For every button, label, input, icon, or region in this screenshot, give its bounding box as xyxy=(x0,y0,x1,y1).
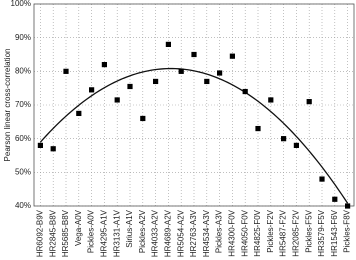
y-tick-label: 80% xyxy=(15,66,31,75)
point xyxy=(217,70,223,76)
y-tick-label: 50% xyxy=(15,167,31,176)
point xyxy=(127,83,133,90)
point xyxy=(153,78,159,85)
x-tick-label: HR4033-A2V xyxy=(151,209,160,257)
x-tick-label: HR4534-A3V xyxy=(202,209,211,257)
x-tick-label: HR3131-A1V xyxy=(112,209,121,257)
y-tick-label: 40% xyxy=(15,201,31,210)
point xyxy=(345,203,351,209)
point xyxy=(114,97,120,103)
x-tick-label: HR2845-B8V xyxy=(48,209,57,257)
point xyxy=(37,142,43,148)
point xyxy=(281,136,287,142)
x-tick-label: HR4050-F0V xyxy=(240,209,249,256)
point xyxy=(140,115,146,122)
x-tick-label: HR6092-B9V xyxy=(36,209,45,257)
x-tick-label: HR5685-B8V xyxy=(61,209,70,257)
point xyxy=(165,41,171,47)
x-tick-label: HR5487-F2V xyxy=(279,209,288,256)
point xyxy=(319,176,325,182)
x-tick-label: HR4300-F0V xyxy=(228,209,237,256)
plot-frame xyxy=(33,3,355,207)
x-tick-label: Vega-A0V xyxy=(74,209,83,246)
point xyxy=(306,99,312,105)
x-tick-label: Pickles-F2V xyxy=(266,209,275,252)
x-tick-label: HR2763-A3V xyxy=(189,209,198,257)
x-tick-label: HR4295-A1V xyxy=(100,209,109,257)
y-tick-label: 60% xyxy=(15,134,31,143)
x-tick-label: HR2085-F2V xyxy=(292,209,301,256)
point xyxy=(89,87,95,93)
point xyxy=(63,68,69,74)
point xyxy=(229,53,235,59)
x-tick-label: HR4825-F0V xyxy=(253,209,262,256)
trend-line xyxy=(39,67,349,204)
y-tick-label: 100% xyxy=(11,0,31,8)
point xyxy=(191,51,197,58)
x-tick-label: HR3579-F5V xyxy=(317,209,326,256)
x-tick-label: Pickles-A0V xyxy=(87,209,96,253)
point xyxy=(242,88,248,95)
point xyxy=(178,68,184,74)
x-tick-label: Pickles-F8V xyxy=(343,209,352,252)
x-tick-label: HR4689-A2V xyxy=(164,209,173,257)
point xyxy=(255,125,261,132)
point xyxy=(101,62,107,68)
y-tick-label: 70% xyxy=(15,100,31,109)
y-tick-label: 90% xyxy=(15,33,31,42)
point xyxy=(76,110,82,117)
x-tick-label: Pickles-A2V xyxy=(138,209,147,253)
x-tick-label: Pickles-A3V xyxy=(215,209,224,253)
y-axis-label: Pearson linear cross-correlation xyxy=(3,49,12,162)
x-tick-label: Pickles-F5V xyxy=(304,209,313,252)
x-tick-label: HR1543-F6V xyxy=(330,209,339,256)
point xyxy=(293,142,299,148)
point xyxy=(204,78,210,85)
point xyxy=(50,146,56,152)
x-tick-label: HR5054-A2V xyxy=(176,209,185,257)
point xyxy=(332,196,338,202)
x-tick-label: Sirius-A1V xyxy=(125,209,134,247)
point xyxy=(268,97,274,103)
